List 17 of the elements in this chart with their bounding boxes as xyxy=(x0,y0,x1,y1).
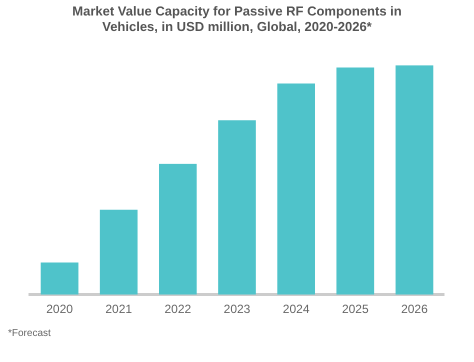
x-tick-label: 2024 xyxy=(282,302,310,316)
x-tick-label: 2025 xyxy=(342,302,369,316)
x-tick-label: 2026 xyxy=(401,302,428,316)
bar xyxy=(336,67,374,295)
bar xyxy=(100,210,138,295)
x-tick-label: 2021 xyxy=(105,302,132,316)
text: Market Value Capacity for Passive RF Components in xyxy=(72,3,402,18)
x-tick-label: 2023 xyxy=(224,302,251,316)
text: *Forecast xyxy=(8,328,51,339)
bar xyxy=(396,65,434,295)
text: Vehicles, in USD million, Global, 2020-2026* xyxy=(102,18,372,34)
bar xyxy=(277,84,315,295)
x-tick-label: 2020 xyxy=(46,302,74,316)
bar xyxy=(159,164,197,295)
x-tick-label: 2022 xyxy=(164,302,192,316)
bar xyxy=(218,120,256,295)
bar xyxy=(40,262,78,295)
